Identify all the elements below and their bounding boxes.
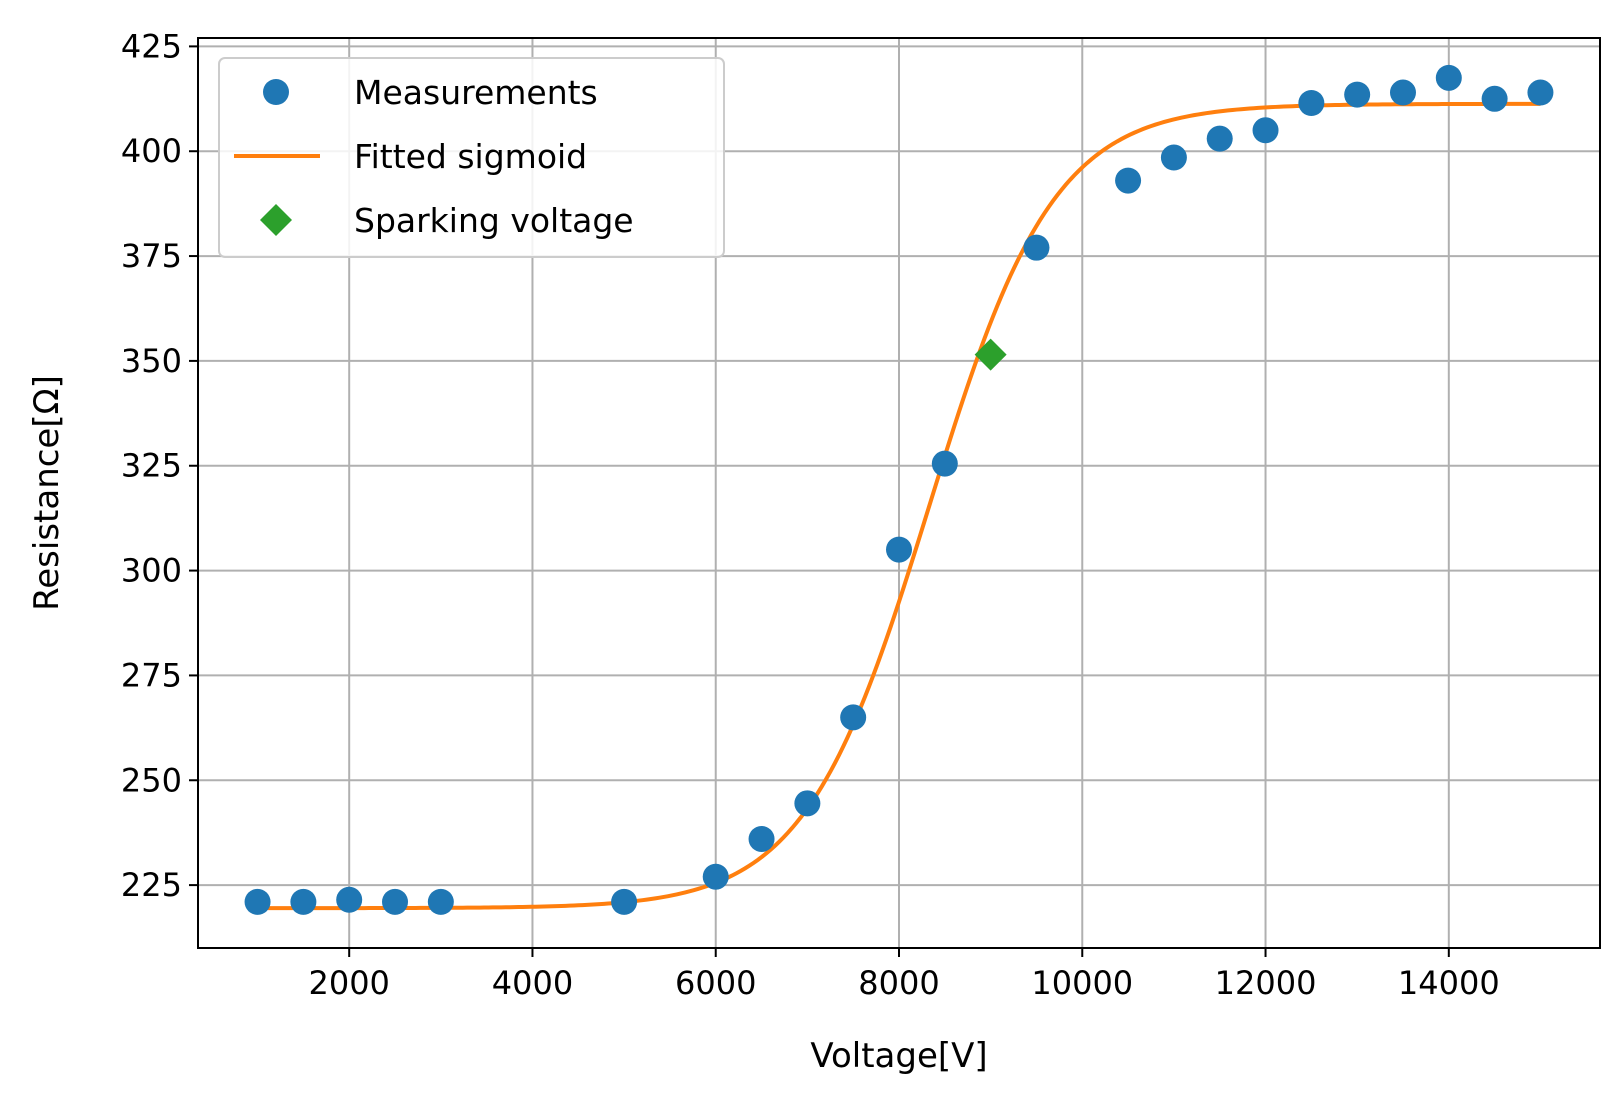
measurement-point bbox=[1023, 234, 1050, 261]
x-tick-label: 4000 bbox=[492, 964, 573, 1002]
plot-area bbox=[244, 64, 1554, 915]
measurement-point bbox=[611, 888, 638, 915]
y-tick-label: 250 bbox=[121, 761, 182, 799]
measurement-point bbox=[1389, 79, 1416, 106]
measurement-point bbox=[931, 450, 958, 477]
measurement-point bbox=[1298, 90, 1325, 116]
x-tick-label: 8000 bbox=[858, 964, 939, 1002]
measurement-point bbox=[290, 888, 317, 915]
measurement-point bbox=[1435, 64, 1462, 91]
measurement-point bbox=[748, 825, 775, 852]
legend-swatch-diamond bbox=[260, 204, 292, 236]
y-tick-label: 375 bbox=[121, 237, 182, 275]
measurement-point bbox=[244, 888, 271, 915]
legend-box bbox=[218, 57, 725, 258]
x-tick-label: 6000 bbox=[675, 964, 756, 1002]
measurement-point bbox=[382, 888, 409, 915]
axis-ticks: 2000 4000 6000 8000 10000 12000 14000 225 250 275… bbox=[121, 27, 1500, 1002]
x-tick-label: 14000 bbox=[1398, 964, 1500, 1002]
measurement-point bbox=[794, 790, 821, 817]
legend: Measurements Fitted sigmoid Sparking volta… bbox=[218, 57, 725, 258]
measurement-point bbox=[427, 888, 454, 915]
measurement-point bbox=[336, 886, 363, 913]
fitted-sigmoid-line bbox=[257, 101, 1541, 911]
measurement-point bbox=[1160, 144, 1187, 171]
y-tick-label: 300 bbox=[121, 552, 182, 590]
measurement-point bbox=[1481, 85, 1508, 112]
y-tick-label: 225 bbox=[121, 866, 182, 904]
legend-entry-label: Fitted sigmoid bbox=[354, 137, 587, 176]
x-tick-label: 10000 bbox=[1031, 964, 1133, 1002]
measurement-point bbox=[840, 704, 867, 731]
y-axis-label: Resistance[Ω] bbox=[27, 375, 67, 611]
legend-entry-label: Sparking voltage bbox=[354, 201, 634, 240]
y-tick-label: 425 bbox=[121, 27, 182, 65]
x-tick-label: 12000 bbox=[1215, 964, 1317, 1002]
y-tick-label: 275 bbox=[121, 656, 182, 694]
measurement-point bbox=[886, 536, 912, 563]
measurement-point bbox=[1206, 125, 1233, 152]
measurement-point bbox=[1252, 117, 1279, 144]
measurement-point bbox=[1527, 79, 1554, 106]
grid bbox=[198, 38, 1600, 948]
x-axis-label: Voltage[V] bbox=[810, 1036, 987, 1076]
y-tick-label: 350 bbox=[121, 342, 182, 380]
y-tick-label: 400 bbox=[121, 132, 182, 170]
measurement-point bbox=[702, 863, 729, 890]
y-tick-label: 325 bbox=[121, 447, 182, 485]
measurement-point bbox=[1115, 167, 1142, 194]
legend-entry-label: Measurements bbox=[354, 73, 598, 112]
sparking-voltage-point bbox=[974, 338, 1007, 371]
x-tick-label: 2000 bbox=[308, 964, 389, 1002]
legend-swatch-circle bbox=[263, 79, 289, 105]
measurement-point bbox=[1344, 81, 1371, 108]
